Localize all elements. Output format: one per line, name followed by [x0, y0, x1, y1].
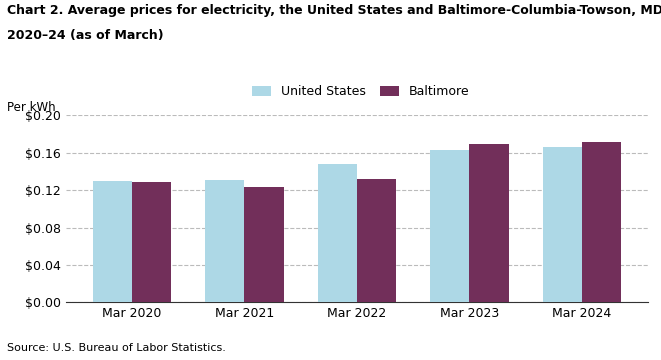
Bar: [543, 147, 582, 302]
Text: Chart 2. Average prices for electricity, the United States and Baltimore-Columbi: Chart 2. Average prices for electricity,…: [7, 4, 661, 17]
Bar: [245, 188, 284, 302]
Text: Source: U.S. Bureau of Labor Statistics.: Source: U.S. Bureau of Labor Statistics.: [7, 343, 225, 353]
Bar: [357, 179, 397, 302]
Bar: [132, 182, 171, 302]
Legend: United States, Baltimore: United States, Baltimore: [247, 80, 475, 103]
Bar: [93, 181, 132, 302]
Bar: [430, 150, 469, 302]
Bar: [317, 164, 357, 302]
Text: Per kWh: Per kWh: [7, 101, 56, 114]
Bar: [469, 144, 509, 302]
Bar: [205, 180, 245, 302]
Bar: [582, 141, 621, 302]
Text: 2020–24 (as of March): 2020–24 (as of March): [7, 29, 163, 42]
